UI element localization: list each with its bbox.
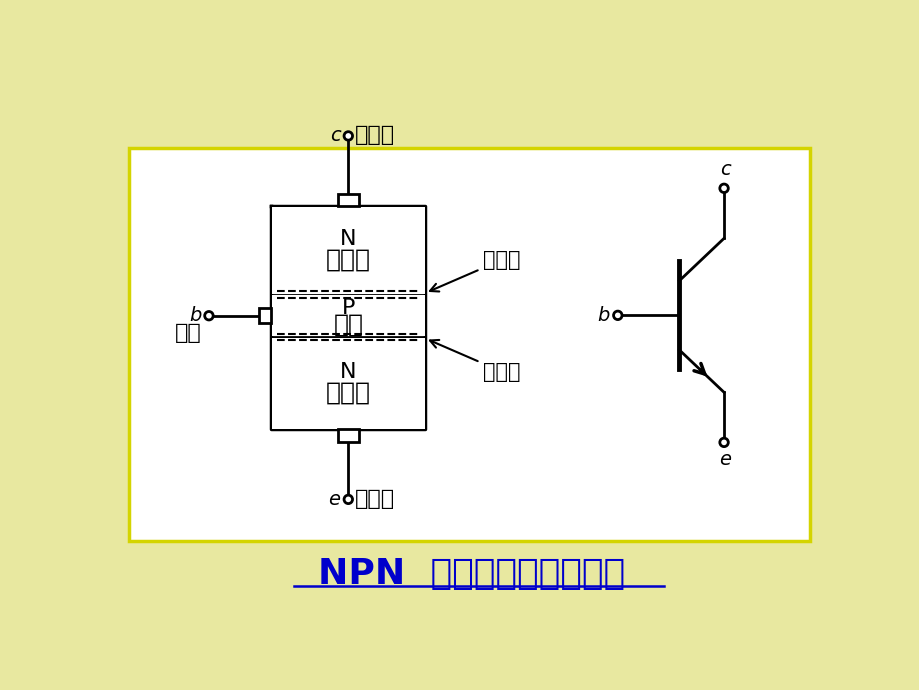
Text: 发射区: 发射区 bbox=[325, 380, 370, 404]
Text: b: b bbox=[188, 306, 201, 325]
Bar bbox=[272, 295, 424, 336]
Text: 基极: 基极 bbox=[175, 323, 201, 343]
Text: 集电区: 集电区 bbox=[325, 248, 370, 271]
Text: 集电极: 集电极 bbox=[354, 125, 394, 145]
Circle shape bbox=[719, 184, 728, 193]
Circle shape bbox=[204, 311, 213, 320]
Bar bbox=[259, 308, 271, 324]
Bar bbox=[272, 207, 424, 294]
Circle shape bbox=[344, 495, 352, 504]
Text: 集电结: 集电结 bbox=[429, 250, 520, 291]
Text: P: P bbox=[341, 298, 355, 318]
Bar bbox=[337, 194, 358, 206]
Text: b: b bbox=[597, 306, 609, 325]
FancyBboxPatch shape bbox=[129, 148, 810, 541]
Circle shape bbox=[719, 438, 728, 446]
Text: 发射结: 发射结 bbox=[429, 340, 520, 382]
Bar bbox=[337, 429, 358, 442]
Text: NPN  型三极管结构及符号: NPN 型三极管结构及符号 bbox=[318, 557, 624, 591]
Text: e: e bbox=[719, 450, 731, 469]
Text: 基区: 基区 bbox=[333, 313, 363, 337]
Text: 发射极: 发射极 bbox=[354, 489, 394, 509]
Circle shape bbox=[613, 311, 621, 319]
Text: c: c bbox=[330, 126, 340, 145]
Text: e: e bbox=[328, 490, 340, 509]
Text: N: N bbox=[340, 230, 357, 250]
Circle shape bbox=[344, 132, 352, 140]
Text: N: N bbox=[340, 362, 357, 382]
Bar bbox=[272, 337, 424, 428]
Text: c: c bbox=[720, 160, 731, 179]
